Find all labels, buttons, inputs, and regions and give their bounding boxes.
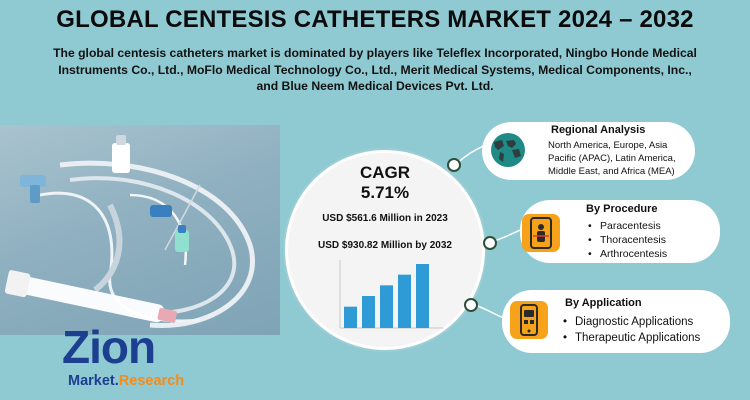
- regional-line: Middle East, and Africa (MEA): [548, 166, 675, 177]
- mini-chart-bar: [362, 296, 375, 328]
- page-title: GLOBAL CENTESIS CATHETERS MARKET 2024 – …: [56, 6, 694, 33]
- logo-tag-right: Research: [118, 373, 185, 389]
- zion-logo: Zion Market.Research: [62, 322, 212, 398]
- regional-line: North America, Europe, Asia: [548, 140, 668, 151]
- logo-tagline: Market.Research: [68, 372, 184, 390]
- phone-app-icon: [510, 301, 548, 339]
- by-application-title: By Application: [565, 297, 642, 309]
- procedure-item: Arthrocentesis: [588, 247, 667, 261]
- regional-analysis-body: North America, Europe, Asia Pacific (APA…: [548, 139, 676, 178]
- world-map-icon: [491, 133, 525, 167]
- logo-word: Zion: [62, 321, 156, 373]
- subtitle-line: and Blue Neem Medical Devices Pvt. Ltd.: [256, 79, 494, 93]
- connector-ring: [483, 236, 497, 250]
- mini-chart-bar: [416, 264, 429, 328]
- subtitle: The global centesis catheters market is …: [20, 45, 730, 95]
- mini-chart-bar: [380, 285, 393, 328]
- mini-growth-chart: [339, 260, 443, 329]
- regional-analysis-title: Regional Analysis: [551, 124, 646, 136]
- regional-line: Pacific (APAC), Latin America,: [548, 153, 676, 164]
- cagr-value: 5.71%: [360, 183, 410, 202]
- scanner-person-icon: [522, 214, 560, 252]
- by-procedure-title: By Procedure: [586, 203, 658, 215]
- procedure-item: Paracentesis: [588, 219, 661, 233]
- market-value-2023: USD $561.6 Million in 2023: [322, 213, 448, 224]
- subtitle-line: The global centesis catheters market is …: [53, 46, 697, 60]
- catheter-illustration: [4, 135, 255, 328]
- connector-ring: [464, 298, 478, 312]
- mini-chart-bar: [344, 306, 357, 328]
- cagr-circle: [285, 150, 485, 350]
- application-item: Therapeutic Applications: [563, 330, 700, 346]
- mini-chart-bar: [398, 274, 411, 328]
- subtitle-line: Instruments Co., Ltd., MoFlo Medical Tec…: [58, 62, 692, 77]
- application-item: Diagnostic Applications: [563, 314, 693, 330]
- cagr-label: CAGR: [359, 163, 411, 182]
- market-value-2032: USD $930.82 Million by 2032: [318, 240, 452, 251]
- connector-ring: [447, 158, 461, 172]
- procedure-item: Thoracentesis: [588, 233, 666, 247]
- catheter-photo: [0, 125, 280, 335]
- logo-tag-left: Market.: [68, 373, 119, 389]
